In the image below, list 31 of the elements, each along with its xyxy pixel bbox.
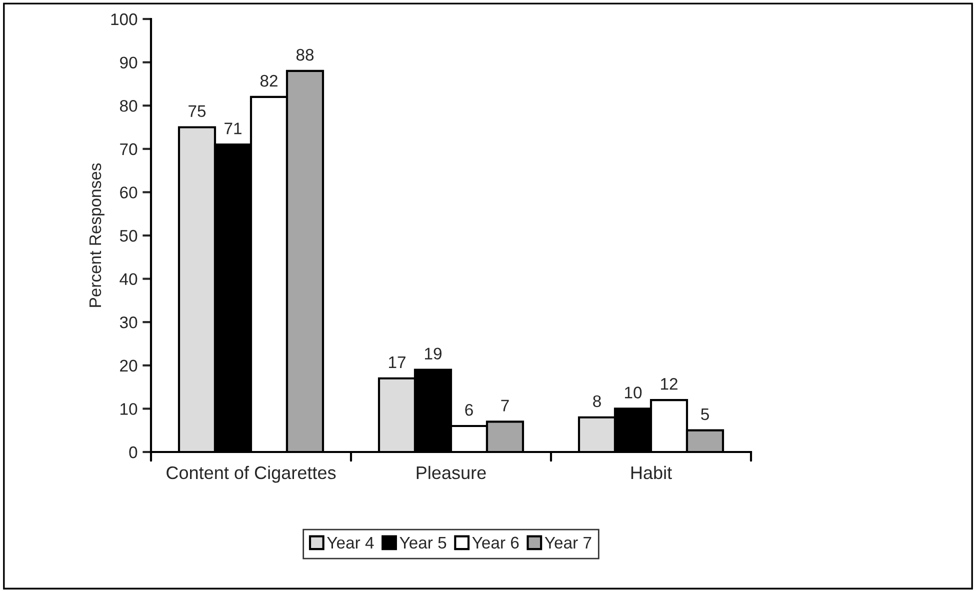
legend-label: Year 4 [327,536,374,549]
data-label: 7 [501,400,509,412]
y-tick-label: 0 [129,446,138,458]
y-tick-label: 80 [120,100,138,112]
y-tick-label: 100 [111,13,138,26]
x-tick-label: Habit [631,466,672,480]
y-tick-label: 90 [120,56,138,69]
y-tick-label: 40 [120,273,138,286]
data-label: 8 [593,395,601,408]
data-label: 82 [260,74,278,87]
y-tick-label: 20 [120,360,138,372]
legend-label: Year 6 [472,536,519,549]
data-label: 12 [661,378,678,390]
legend-label: Year 5 [400,536,446,549]
data-label: 19 [425,348,442,360]
y-tick-label: 70 [120,143,138,156]
y-tick-label: 30 [120,316,138,328]
data-label: 17 [389,356,406,368]
data-label: 75 [188,105,206,118]
y-tick-label: 60 [120,186,138,198]
data-label: 10 [625,386,642,398]
data-label: 88 [296,48,314,61]
data-label: 5 [701,408,709,420]
x-tick-label: Content of Cigarettes [166,466,336,483]
y-tick-label: 50 [120,230,138,242]
data-label: 71 [224,122,242,134]
y-tick-label: 10 [120,403,138,415]
data-label: 6 [465,404,473,416]
legend-label: Year 7 [544,536,592,549]
x-tick-label: Pleasure [416,466,486,480]
y-axis-title: Percent Responses [90,163,104,307]
